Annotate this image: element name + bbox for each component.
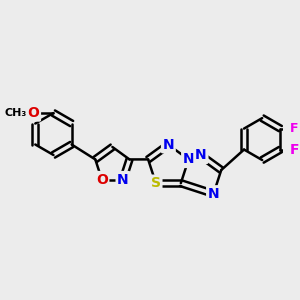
Text: O: O [96,172,108,187]
Text: F: F [290,142,299,157]
Text: CH₃: CH₃ [5,108,27,118]
Text: O: O [28,106,39,120]
Text: N: N [208,187,219,201]
Text: N: N [183,152,194,167]
Text: S: S [151,176,161,190]
Text: N: N [117,172,129,187]
Text: F: F [290,122,298,135]
Text: N: N [195,148,207,162]
Text: N: N [163,138,174,152]
